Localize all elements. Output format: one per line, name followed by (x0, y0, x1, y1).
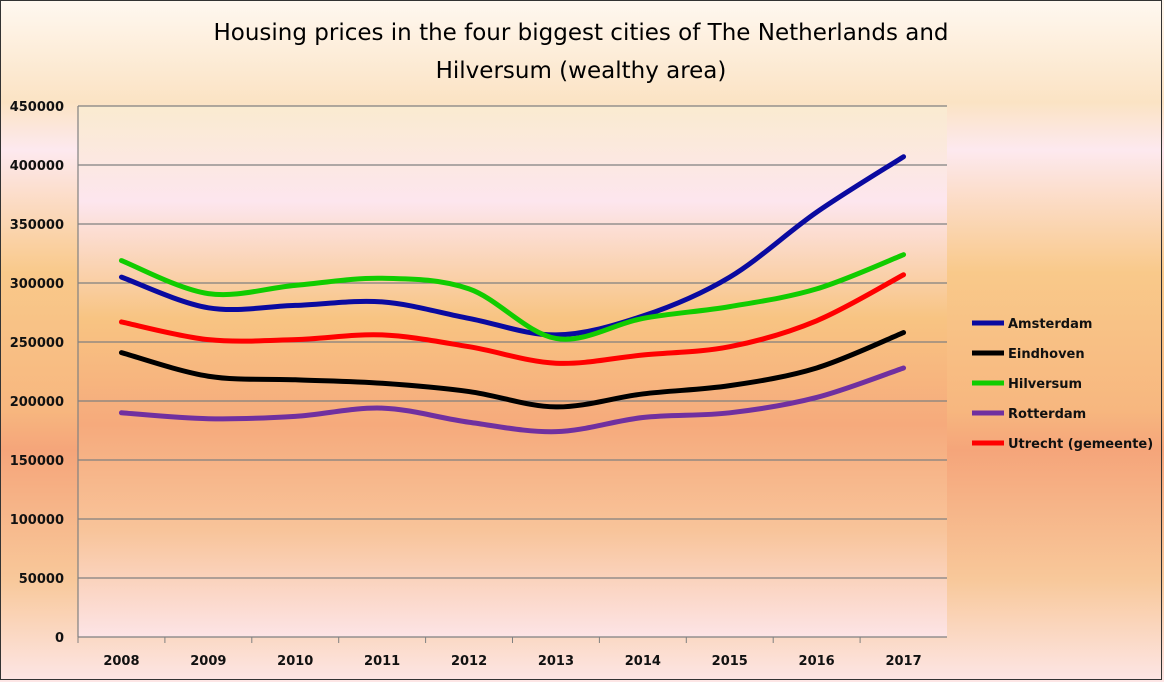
x-tick-label: 2016 (799, 654, 835, 669)
x-tick-label: 2013 (538, 654, 574, 669)
chart-title-line-1: Housing prices in the four biggest citie… (213, 20, 948, 46)
series-line-amsterdam (118, 154, 907, 338)
legend-label: Amsterdam (1008, 317, 1092, 332)
x-tick-label: 2012 (451, 654, 487, 669)
x-tick-label: 2011 (364, 654, 400, 669)
y-tick-label: 450000 (10, 100, 64, 115)
x-tick-label: 2008 (103, 654, 139, 669)
y-tick-label: 350000 (10, 218, 64, 233)
series-line-utrecht-gemeente- (118, 272, 907, 366)
x-tick-label: 2017 (885, 654, 921, 669)
x-tick-label: 2014 (625, 654, 661, 669)
y-tick-label: 250000 (10, 336, 64, 351)
x-tick-label: 2015 (712, 654, 748, 669)
legend-label: Hilversum (1008, 377, 1082, 392)
series-line-eindhoven (118, 330, 907, 410)
legend-label: Eindhoven (1008, 347, 1085, 362)
y-tick-label: 100000 (10, 513, 64, 528)
legend-label: Utrecht (gemeente) (1008, 437, 1153, 452)
y-tick-label: 0 (55, 631, 64, 646)
y-tick-label: 300000 (10, 277, 64, 292)
chart-title-line-2: Hilversum (wealthy area) (436, 58, 727, 84)
series-line-hilversum (118, 252, 907, 342)
y-tick-label: 50000 (19, 572, 64, 587)
y-tick-label: 150000 (10, 454, 64, 469)
plot-area (78, 106, 947, 637)
legend-label: Rotterdam (1008, 407, 1086, 422)
x-tick-label: 2010 (277, 654, 313, 669)
y-tick-label: 200000 (10, 395, 64, 410)
y-tick-label: 400000 (10, 159, 64, 174)
x-tick-label: 2009 (190, 654, 226, 669)
series-line-rotterdam (118, 365, 907, 435)
